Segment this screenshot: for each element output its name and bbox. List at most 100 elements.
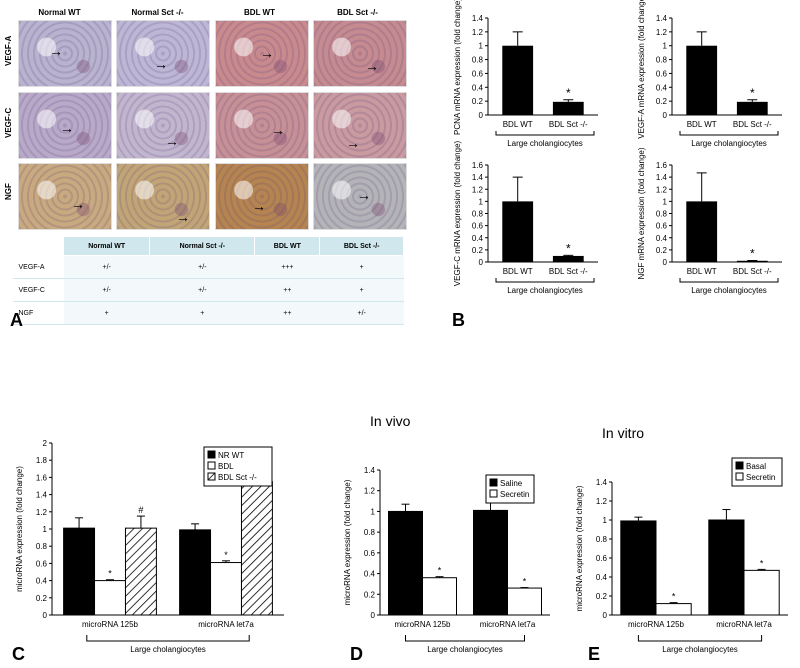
micrograph-image: → (116, 163, 210, 230)
x-tick-label: BDL Sct -/- (549, 267, 588, 276)
table-cell: ++ (254, 301, 320, 325)
x-tick-label: BDL WT (687, 267, 717, 276)
y-tick-label: 0.4 (472, 83, 484, 92)
y-tick-label: 1 (479, 42, 484, 51)
bar (124, 527, 157, 616)
x-tick-label: BDL WT (503, 267, 533, 276)
table-cell: + (319, 255, 404, 279)
y-tick-label: 0 (371, 611, 376, 620)
micrograph-image: → (215, 163, 309, 230)
group-label: Large cholangiocytes (130, 645, 206, 654)
bar (240, 481, 273, 616)
arrow-icon: → (365, 58, 379, 74)
y-tick-label: 1.2 (36, 508, 48, 517)
arrow-icon: → (260, 45, 274, 61)
x-tick-label: BDL WT (687, 120, 717, 129)
x-tick-label: microRNA let7a (480, 620, 536, 629)
micrograph-image: → (313, 92, 407, 159)
panel-label-e: E (588, 644, 601, 664)
micrograph-image: → (116, 20, 210, 87)
x-tick-label: BDL WT (503, 120, 533, 129)
group-bracket (679, 131, 779, 136)
y-axis-label: NGF mRNA expression (fold change) (637, 147, 646, 279)
y-tick-label: 1 (43, 525, 48, 534)
y-tick-label: 1.4 (656, 173, 668, 182)
bar (686, 201, 718, 262)
bar (179, 529, 212, 616)
y-tick-label: 2 (43, 439, 48, 448)
group-bracket (679, 278, 779, 283)
group-label: Large cholangiocytes (507, 286, 583, 295)
panel-label-a: A (10, 310, 23, 330)
significance-marker: * (108, 569, 112, 579)
chart-title: In vivo (370, 413, 411, 429)
chart-title: In vitro (602, 425, 644, 441)
y-tick-label: 0.4 (596, 573, 608, 582)
bar (552, 255, 584, 262)
y-tick-label: 1.2 (656, 28, 668, 37)
group-label: Large cholangiocytes (662, 645, 738, 654)
group-label: Large cholangiocytes (691, 139, 767, 148)
x-tick-label: BDL Sct -/- (733, 267, 772, 276)
y-tick-label: 1.6 (36, 473, 48, 482)
y-axis-label: microRNA expression (fold change) (575, 485, 584, 611)
legend-swatch (207, 450, 216, 459)
y-tick-label: 1.6 (656, 161, 668, 170)
significance-marker: * (672, 592, 676, 602)
significance-marker: * (750, 246, 755, 260)
micrograph-image: → (215, 92, 309, 159)
legend-label: Secretin (500, 490, 529, 499)
bar (422, 577, 457, 616)
significance-marker: * (224, 550, 228, 560)
x-tick-label: BDL Sct -/- (733, 120, 772, 129)
legend-swatch (735, 461, 744, 470)
y-tick-label: 0.6 (472, 69, 484, 78)
y-tick-label: 0 (603, 611, 608, 620)
bar (736, 101, 768, 115)
y-tick-label: 0.6 (472, 222, 484, 231)
y-tick-label: 0.8 (472, 56, 484, 65)
panel-label-c: C (12, 644, 25, 664)
x-tick-label: microRNA 125b (82, 620, 139, 629)
bar (686, 45, 718, 115)
group-bracket (495, 131, 595, 136)
significance-marker: * (523, 577, 527, 587)
table-cell: +/- (63, 278, 150, 302)
y-tick-label: 0.6 (656, 222, 668, 231)
micrograph-image: → (18, 163, 112, 230)
significance-marker: * (438, 566, 442, 576)
significance-marker: * (566, 241, 571, 255)
arrow-icon: → (346, 135, 360, 151)
legend-label: Saline (500, 479, 523, 488)
y-tick-label: 0.2 (36, 594, 48, 603)
x-tick-label: microRNA let7a (198, 620, 254, 629)
y-tick-label: 0.4 (36, 577, 48, 586)
bar (502, 45, 534, 115)
arrow-icon: → (49, 43, 63, 59)
arrow-icon: → (176, 209, 190, 225)
group-bracket (637, 635, 763, 642)
table-cell: +/- (319, 301, 404, 325)
y-axis-label: microRNA expression (fold change) (343, 479, 352, 605)
y-tick-label: 1.8 (36, 456, 48, 465)
y-tick-label: 0.2 (656, 246, 668, 255)
legend-swatch (207, 461, 216, 470)
table-cell: + (63, 301, 150, 325)
bar (708, 519, 745, 616)
group-label: Large cholangiocytes (691, 286, 767, 295)
table-cell: +/- (63, 255, 150, 279)
y-tick-label: 0.8 (36, 542, 48, 551)
table-cell: NGF (12, 301, 64, 325)
legend-label: Secretin (746, 473, 775, 482)
bar (507, 587, 542, 616)
table-cell: + (319, 278, 404, 302)
y-tick-label: 0.8 (656, 210, 668, 219)
group-label: Large cholangiocytes (427, 645, 503, 654)
panel-label-d: D (350, 644, 363, 664)
x-tick-label: BDL Sct -/- (549, 120, 588, 129)
y-tick-label: 1 (663, 42, 668, 51)
y-tick-label: 0 (663, 258, 668, 267)
table-header: BDL WT (254, 236, 321, 256)
legend-swatch (207, 472, 216, 481)
